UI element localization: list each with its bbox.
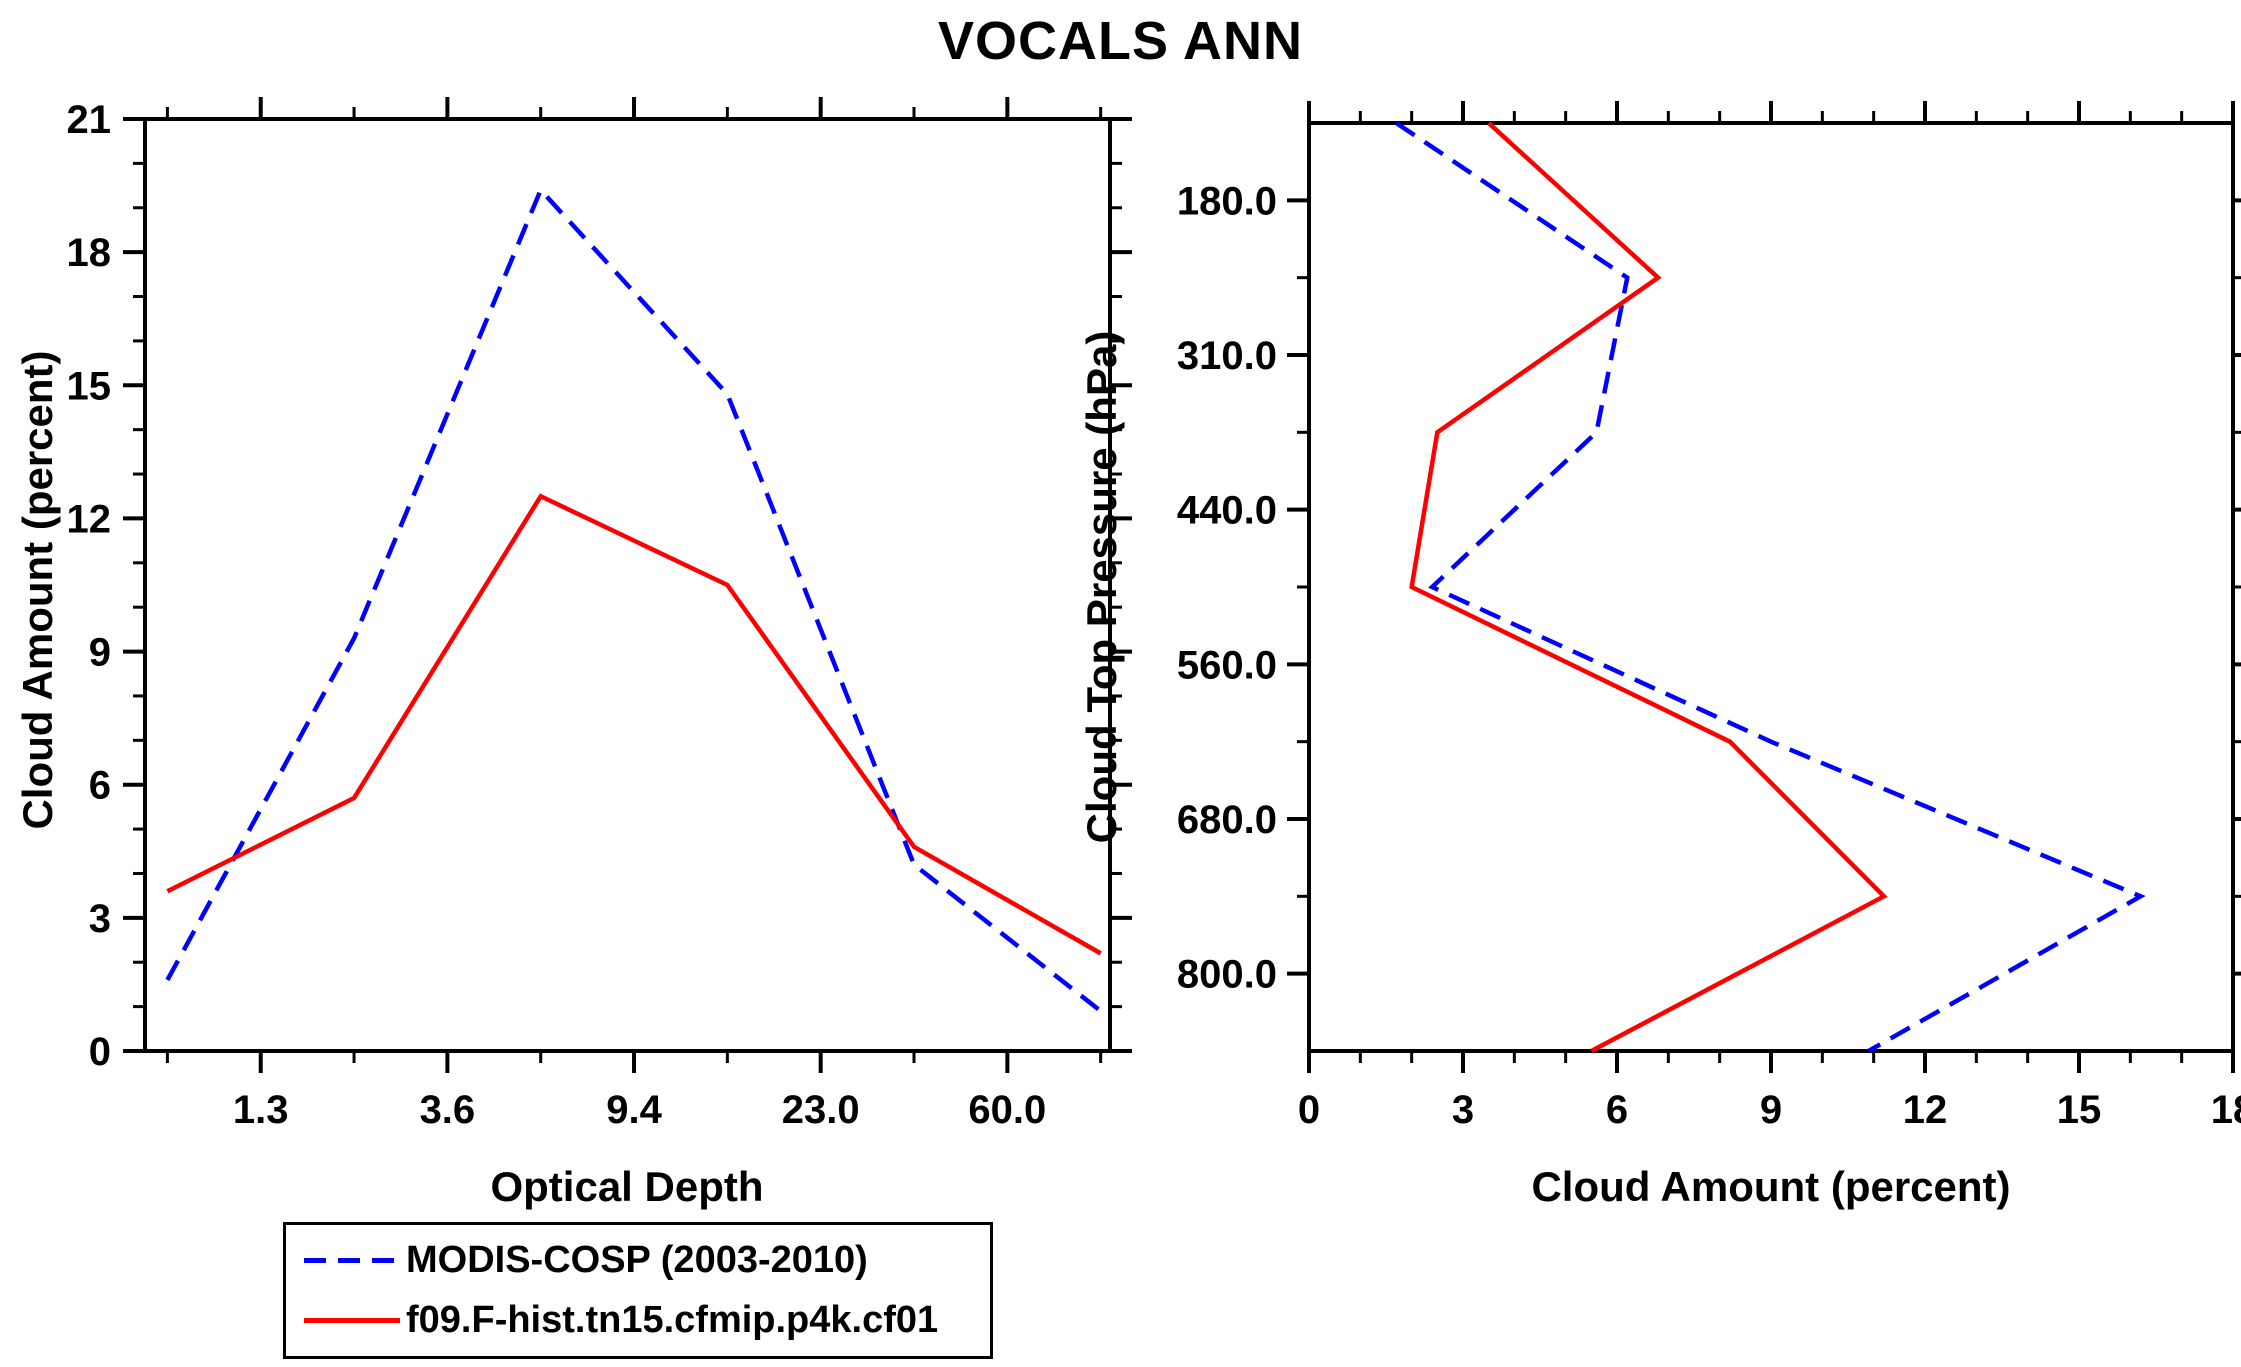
tick-label: 3.6 [420, 1088, 476, 1132]
legend-label: MODIS-COSP (2003-2010) [406, 1239, 868, 1282]
tick-label: 310.0 [1177, 334, 1277, 378]
chart-title: VOCALS ANN [937, 11, 1304, 71]
legend-item-modis: MODIS-COSP (2003-2010) [286, 1239, 990, 1282]
tick-label: 6 [1606, 1088, 1628, 1132]
series-line-model-right [1409, 121, 1888, 1053]
series-line-modis-right [1395, 121, 2146, 1053]
right-x-axis-title: Cloud Amount (percent) [1531, 1163, 2011, 1210]
tick-label: 680.0 [1177, 798, 1277, 842]
tick-label: 1.3 [233, 1088, 289, 1132]
tick-label: 9 [89, 631, 111, 675]
legend-line-dashed [304, 1258, 400, 1264]
tick-label: 3 [89, 897, 111, 941]
series-line-modis-left [165, 185, 1103, 1013]
tick-label: 18 [2211, 1088, 2241, 1132]
tick-label: 15 [67, 364, 112, 408]
left-y-axis-title: Cloud Amount (percent) [14, 350, 61, 830]
tick-label: 800.0 [1177, 953, 1277, 997]
tick-label: 18 [67, 231, 112, 275]
series-line-model-left [166, 493, 1102, 956]
tick-label: 560.0 [1177, 643, 1277, 687]
left-x-axis-title: Optical Depth [490, 1163, 764, 1210]
tick-label: 23.0 [782, 1088, 860, 1132]
legend-item-model: f09.F-hist.tn15.cfmip.p4k.cf01 [286, 1299, 990, 1342]
tick-label: 60.0 [968, 1088, 1046, 1132]
tick-label: 15 [2057, 1088, 2102, 1132]
right-y-axis-title: Cloud Top Pressure (hPa) [1078, 330, 1125, 844]
tick-label: 3 [1452, 1088, 1474, 1132]
tick-label: 9.4 [606, 1088, 662, 1132]
tick-label: 440.0 [1177, 489, 1277, 533]
tick-label: 180.0 [1177, 179, 1277, 223]
legend-line-solid [304, 1317, 400, 1323]
tick-label: 0 [89, 1030, 111, 1074]
tick-label: 0 [1298, 1088, 1320, 1132]
tick-label: 9 [1760, 1088, 1782, 1132]
legend-box: MODIS-COSP (2003-2010) f09.F-hist.tn15.c… [283, 1222, 993, 1359]
tick-label: 12 [67, 497, 112, 541]
legend-label: f09.F-hist.tn15.cfmip.p4k.cf01 [406, 1298, 939, 1341]
tick-label: 21 [67, 98, 112, 142]
tick-label: 6 [89, 764, 111, 808]
tick-label: 12 [1903, 1088, 1948, 1132]
